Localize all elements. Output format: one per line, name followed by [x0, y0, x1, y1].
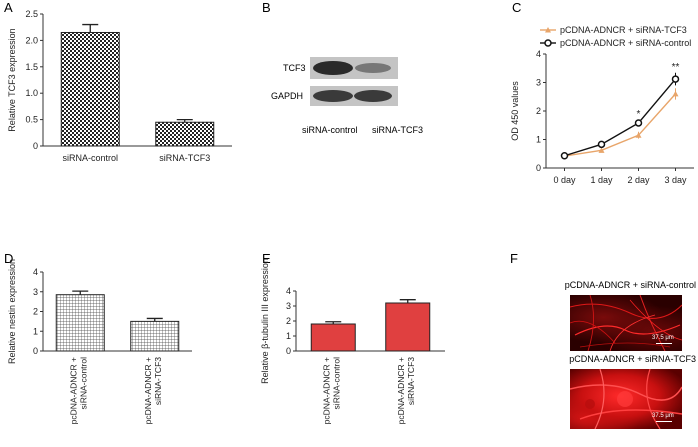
chart-c-point: [634, 119, 643, 127]
chart-c-x-tick-label: 3 day: [664, 175, 687, 185]
blot-label-tcf3: TCF3: [283, 63, 306, 73]
chart-c-significance: *: [637, 109, 641, 120]
chart-d-category-label: pcDNA-ADNCR +: [143, 357, 153, 424]
chart-d-bar: [130, 320, 180, 352]
chart-c-y-tick-label: 4: [536, 49, 541, 59]
chart-c-point: [635, 132, 642, 138]
chart-a-y-tick-label: 0.5: [25, 115, 38, 125]
chart-e-bar: [385, 302, 431, 352]
chart-c-point: [598, 147, 605, 153]
chart-c-x-tick-label: 2 day: [627, 175, 650, 185]
chart-e-category-label: siRNA-TCF3: [406, 357, 416, 405]
chart-e-y-tick-label: 4: [286, 286, 291, 296]
chart-d-y-axis-label: Relative nestin expression: [7, 259, 17, 364]
micrograph-title-tcf3: pCDNA-ADNCR + siRNA-TCF3: [569, 354, 696, 364]
chart-c-significance: **: [672, 62, 680, 73]
chart-a-y-axis-label: Relative TCF3 expression: [7, 28, 17, 131]
chart-c-y-tick-label: 3: [536, 78, 541, 88]
chart-e-y-tick-label: 0: [286, 346, 291, 356]
chart-e-y-tick-label: 1: [286, 331, 291, 341]
chart-d-y-tick-label: 0: [33, 346, 38, 356]
chart-c-point: [597, 140, 606, 149]
chart-c-y-axis-label: OD 450 values: [510, 81, 520, 141]
chart-c-y-tick-label: 1: [536, 135, 541, 145]
panel-a-chart: 0 0.5 1.0 1.5 2.0 2.5 Relative TCF3 expression…: [7, 9, 232, 163]
chart-c-point: [672, 90, 679, 97]
band-tcf3-control: [313, 61, 353, 75]
micrograph-title-control: pCDNA-ADNCR + siRNA-control: [565, 280, 696, 290]
band-gapdh-sitcf3: [354, 90, 392, 102]
panel-d-chart: 0 1 2 3 4 Relative nestin expression pcDNA-ADN…: [7, 259, 192, 424]
chart-d-category-label: pcDNA-ADNCR +: [68, 357, 78, 424]
chart-c-series-line: [564, 78, 677, 157]
chart-e-category-label: pcDNA-ADNCR +: [396, 357, 406, 424]
chart-a-y-tick-label: 2.5: [25, 9, 38, 19]
chart-e-y-tick-label: 3: [286, 301, 291, 311]
chart-c-point: [560, 151, 569, 160]
chart-d-y-tick-label: 4: [33, 267, 38, 277]
scale-bar-control: [656, 343, 672, 344]
panel-label-e: E: [262, 251, 271, 266]
chart-e-category-label: pcDNA-ADNCR +: [321, 357, 331, 424]
blot-lane-sitcf3: siRNA-TCF3: [372, 125, 423, 135]
chart-c-legend-label: pCDNA-ADNCR + siRNA-control: [560, 38, 691, 48]
chart-d-category-label: siRNA-control: [78, 357, 88, 410]
chart-c-y-tick-label: 2: [536, 106, 541, 116]
chart-a-bar: [155, 121, 215, 147]
chart-a-y-tick-label: 1.5: [25, 62, 38, 72]
chart-c-y-tick-label: 0: [536, 163, 541, 173]
chart-e-y-axis-label: Relative β-tubulin III expression: [260, 258, 270, 384]
micrograph-control-fibers: [570, 295, 682, 351]
band-tcf3-sitcf3: [355, 63, 391, 73]
panel-label-a: A: [4, 0, 13, 15]
chart-c-legend-marker: [544, 39, 552, 47]
blot-label-gapdh: GAPDH: [271, 91, 303, 101]
micrograph-control: 37.5 μm: [570, 295, 682, 351]
chart-c-x-tick-label: 0 day: [553, 175, 576, 185]
chart-d-y-tick-label: 1: [33, 326, 38, 336]
scale-bar-tcf3: [656, 421, 672, 422]
chart-e-category-label: siRNA-control: [331, 357, 341, 410]
chart-a-y-tick-label: 0: [33, 141, 38, 151]
blot-lane-control: siRNA-control: [302, 125, 358, 135]
chart-c-legend-marker: [545, 27, 551, 33]
chart-d-category-label: siRNA-TCF3: [153, 357, 163, 405]
chart-c-x-tick-label: 1 day: [590, 175, 613, 185]
panel-label-f: F: [510, 251, 518, 266]
chart-d-bar: [55, 294, 105, 352]
chart-e-y-tick-label: 2: [286, 316, 291, 326]
chart-c-point: [671, 75, 680, 83]
panel-b-blot: TCF3 GAPDH siRNA-control siRNA-TCF3: [271, 57, 423, 135]
scale-text-tcf3: 37.5 μm: [652, 413, 674, 419]
scale-text-control: 37.5 μm: [652, 335, 674, 341]
chart-d-y-tick-label: 2: [33, 307, 38, 317]
panel-label-d: D: [4, 251, 13, 266]
micrograph-tcf3: 37.5 μm: [570, 369, 682, 429]
chart-e-bar: [310, 323, 356, 352]
panel-label-b: B: [262, 0, 271, 15]
panel-e-chart: 0 1 2 3 4 Relative β-tubulin III expression pc…: [260, 258, 445, 424]
chart-c-legend-label: pCDNA-ADNCR + siRNA-TCF3: [560, 25, 687, 35]
chart-d-y-tick-label: 3: [33, 287, 38, 297]
micrograph-tcf3-cells: [570, 369, 682, 429]
chart-a-category-label: siRNA-control: [62, 153, 118, 163]
band-gapdh-control: [313, 90, 353, 102]
panel-label-c: C: [512, 0, 521, 15]
chart-a-bar: [60, 31, 120, 147]
chart-a-category-label: siRNA-TCF3: [159, 153, 210, 163]
chart-a-y-tick-label: 2.0: [25, 35, 38, 45]
chart-a-y-tick-label: 1.0: [25, 88, 38, 98]
chart-c-series-line: [564, 93, 677, 157]
